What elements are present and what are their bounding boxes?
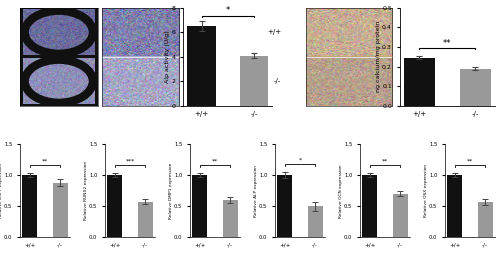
Y-axis label: Relative DSPP expression: Relative DSPP expression: [0, 163, 2, 218]
Bar: [52, 183, 68, 237]
Bar: [22, 175, 38, 237]
Text: **: **: [382, 159, 388, 164]
Bar: [192, 175, 208, 237]
Y-axis label: ng calcium/mg protein: ng calcium/mg protein: [376, 21, 380, 92]
Text: *: *: [226, 6, 230, 15]
Bar: [138, 202, 152, 237]
Bar: [188, 26, 216, 106]
Text: ***: ***: [126, 159, 134, 164]
Text: **: **: [467, 159, 473, 164]
Bar: [460, 69, 490, 106]
Y-axis label: Relative RUNX2 expression: Relative RUNX2 expression: [84, 161, 87, 220]
Bar: [448, 175, 462, 237]
Bar: [362, 175, 378, 237]
Bar: [404, 58, 434, 106]
Text: **: **: [42, 159, 48, 164]
Text: *: *: [298, 158, 302, 163]
Text: **: **: [212, 159, 218, 164]
Bar: [308, 206, 322, 237]
Bar: [392, 194, 407, 237]
Y-axis label: Alp activity (U/g): Alp activity (U/g): [166, 30, 170, 83]
Y-axis label: Relative ALP expression: Relative ALP expression: [254, 165, 258, 217]
Bar: [478, 202, 492, 237]
Bar: [222, 200, 238, 237]
Text: -/-: -/-: [274, 78, 281, 84]
Y-axis label: Relative OSX expression: Relative OSX expression: [424, 164, 428, 217]
Bar: [108, 175, 122, 237]
Text: **: **: [443, 38, 452, 47]
Bar: [278, 175, 292, 237]
Y-axis label: Relative OCN expression: Relative OCN expression: [338, 164, 342, 217]
Bar: [240, 55, 268, 106]
Text: +/+: +/+: [267, 29, 281, 35]
Y-axis label: Relative DMP1 expression: Relative DMP1 expression: [168, 163, 172, 219]
